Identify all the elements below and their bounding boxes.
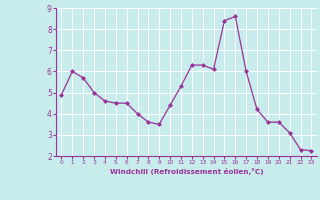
X-axis label: Windchill (Refroidissement éolien,°C): Windchill (Refroidissement éolien,°C) xyxy=(109,168,263,175)
